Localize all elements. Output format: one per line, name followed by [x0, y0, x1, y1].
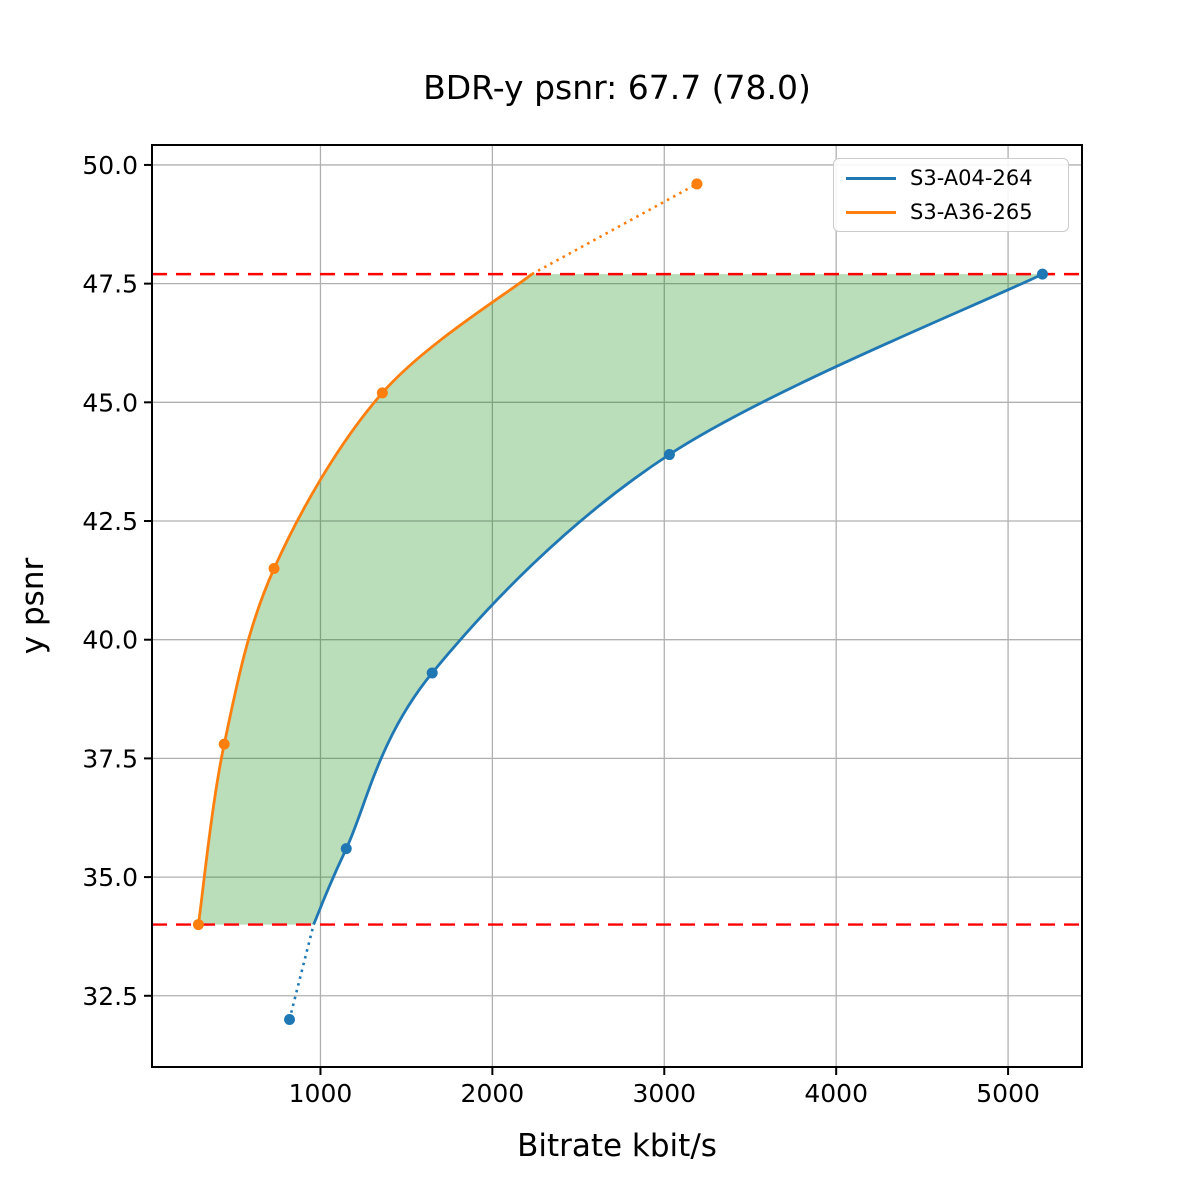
y-tick-label: 42.5	[82, 507, 138, 536]
legend-line-sample	[846, 210, 896, 214]
bd-rate-shaded-area	[198, 274, 1043, 925]
data-point-marker	[1036, 268, 1048, 280]
y-tick-label: 35.0	[82, 863, 138, 892]
x-tick-label: 2000	[461, 1079, 525, 1108]
y-tick-label: 37.5	[82, 744, 138, 773]
chart-title: BDR-y psnr: 67.7 (78.0)	[423, 68, 811, 107]
x-tick-label: 1000	[289, 1079, 353, 1108]
legend: S3-A04-264 S3-A36-265	[833, 158, 1069, 232]
data-point-marker	[268, 562, 280, 574]
legend-label: S3-A36-265	[910, 200, 1033, 224]
x-tick-label: 5000	[976, 1079, 1040, 1108]
y-tick-label: 40.0	[82, 626, 138, 655]
data-point-marker	[376, 387, 388, 399]
data-point-marker	[426, 667, 438, 679]
legend-line-sample	[846, 176, 896, 180]
legend-item: S3-A04-264	[834, 166, 1068, 190]
axes-border	[151, 144, 1083, 1068]
series-line-dotted-S3-A36-265	[531, 182, 698, 276]
data-point-marker	[340, 843, 352, 855]
data-point-marker	[663, 449, 675, 461]
y-tick-label: 50.0	[82, 151, 138, 180]
y-axis-label: y psnr	[15, 557, 51, 655]
legend-item: S3-A36-265	[834, 200, 1068, 224]
data-point-marker	[284, 1014, 296, 1026]
series-line-dotted-S3-A04-264	[288, 924, 315, 1020]
x-tick-label: 4000	[804, 1079, 868, 1108]
y-tick-label: 32.5	[82, 982, 138, 1011]
x-tick-label: 3000	[632, 1079, 696, 1108]
data-point-marker	[192, 919, 204, 931]
x-axis-label: Bitrate kbit/s	[517, 1128, 717, 1164]
data-point-marker	[218, 738, 230, 750]
y-tick-label: 45.0	[82, 388, 138, 417]
y-tick-label: 47.5	[82, 270, 138, 299]
legend-label: S3-A04-264	[910, 166, 1033, 190]
data-point-marker	[691, 178, 703, 190]
